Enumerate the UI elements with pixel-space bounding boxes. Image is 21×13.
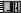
Bar xyxy=(14,2,17,13)
Bar xyxy=(10,2,12,13)
Bar xyxy=(5,12,7,13)
